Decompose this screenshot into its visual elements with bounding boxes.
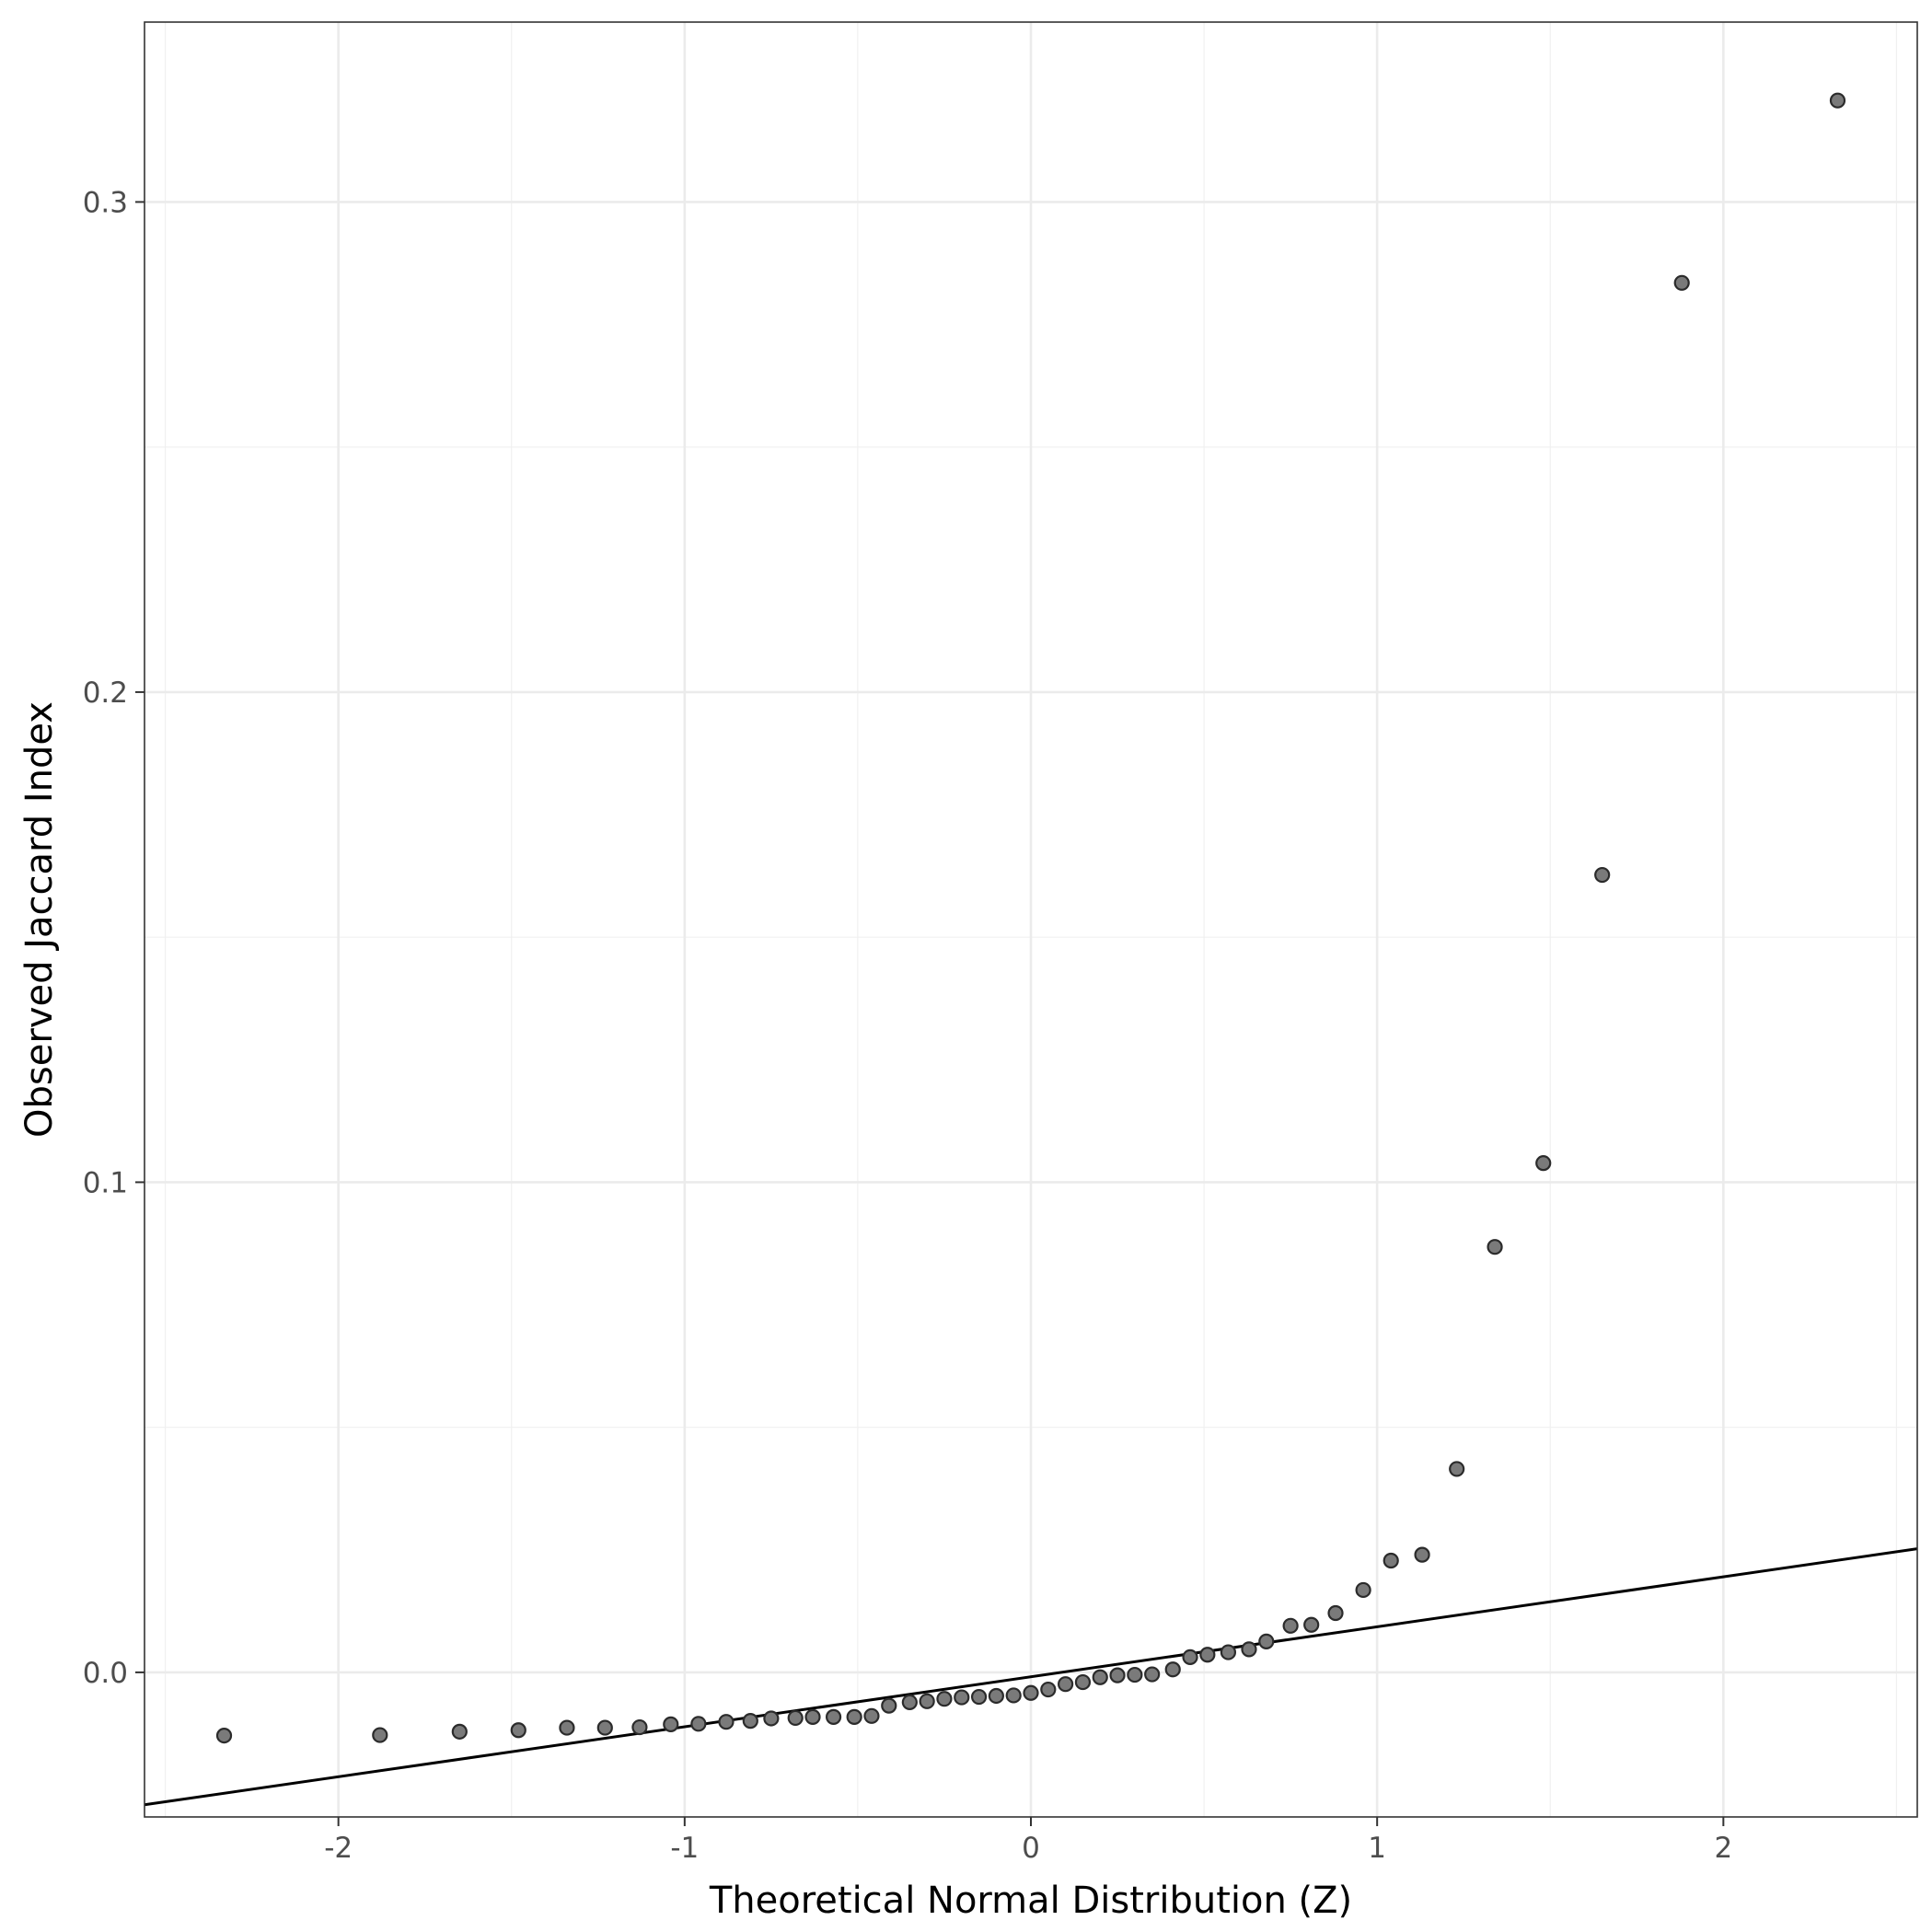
data-point: [372, 1727, 388, 1743]
data-point: [1074, 1673, 1092, 1691]
data-point: [1109, 1667, 1126, 1683]
data-point: [970, 1688, 988, 1706]
data-point: [1282, 1617, 1299, 1634]
x-tick-label: 2: [1714, 1832, 1732, 1865]
data-point: [1829, 92, 1846, 109]
data-point: [936, 1691, 953, 1707]
reference-line: [144, 1547, 1918, 1807]
data-point: [663, 1716, 679, 1732]
data-point: [1092, 1669, 1108, 1685]
data-point: [1327, 1604, 1344, 1622]
data-point: [1199, 1647, 1216, 1663]
data-point: [901, 1694, 918, 1710]
data-point: [1258, 1633, 1275, 1649]
data-point: [1355, 1581, 1371, 1599]
y-tick-label: 0.3: [83, 186, 128, 219]
data-point: [1673, 274, 1690, 291]
data-points: [215, 92, 1846, 1744]
y-axis-title: Observed Jaccard Index: [18, 701, 61, 1138]
x-axis-ticks: -2 -1 0 1 2: [324, 1817, 1732, 1865]
data-point: [1382, 1552, 1399, 1569]
data-point: [1040, 1681, 1057, 1698]
data-point: [1535, 1155, 1552, 1172]
data-point: [846, 1708, 862, 1725]
data-point: [718, 1714, 735, 1730]
data-point: [596, 1719, 613, 1736]
x-tick-label: -2: [324, 1832, 353, 1865]
data-point: [742, 1713, 758, 1730]
data-point: [804, 1708, 821, 1725]
data-point: [825, 1708, 842, 1725]
data-point: [763, 1710, 780, 1727]
data-point: [1023, 1684, 1039, 1701]
data-point: [919, 1693, 935, 1709]
data-point: [787, 1709, 804, 1727]
data-point: [954, 1689, 970, 1706]
data-point: [1164, 1661, 1181, 1678]
data-point: [1058, 1676, 1074, 1693]
reference-line-layer: [144, 1547, 1918, 1807]
data-point: [1594, 866, 1611, 884]
y-tick-label: 0.2: [83, 677, 128, 710]
data-point: [451, 1723, 468, 1740]
y-tick-label: 0.0: [83, 1657, 128, 1690]
y-tick-label: 0.1: [83, 1166, 128, 1199]
data-point: [510, 1722, 526, 1739]
data-point: [690, 1716, 707, 1732]
y-axis-ticks: 0.0 0.1 0.2 0.3: [83, 186, 145, 1690]
data-point: [1144, 1666, 1161, 1683]
data-point: [559, 1719, 575, 1736]
data-point: [1220, 1644, 1237, 1660]
x-axis-title: Theoretical Normal Distribution (Z): [709, 1880, 1352, 1922]
data-point: [1487, 1239, 1503, 1255]
data-point: [881, 1697, 897, 1714]
data-point: [1241, 1641, 1257, 1658]
data-point: [1182, 1649, 1198, 1666]
data-point: [1449, 1461, 1465, 1477]
major-gridlines: [145, 22, 1917, 1817]
data-point: [1005, 1687, 1022, 1704]
x-tick-label: 1: [1368, 1832, 1386, 1865]
data-point: [1303, 1616, 1320, 1633]
data-point: [1414, 1546, 1430, 1563]
x-tick-label: 0: [1022, 1832, 1040, 1865]
x-tick-label: -1: [670, 1832, 699, 1865]
data-point: [988, 1687, 1004, 1705]
data-point: [863, 1707, 880, 1724]
data-point: [1127, 1666, 1143, 1683]
data-point: [631, 1718, 648, 1736]
data-point: [215, 1728, 233, 1744]
